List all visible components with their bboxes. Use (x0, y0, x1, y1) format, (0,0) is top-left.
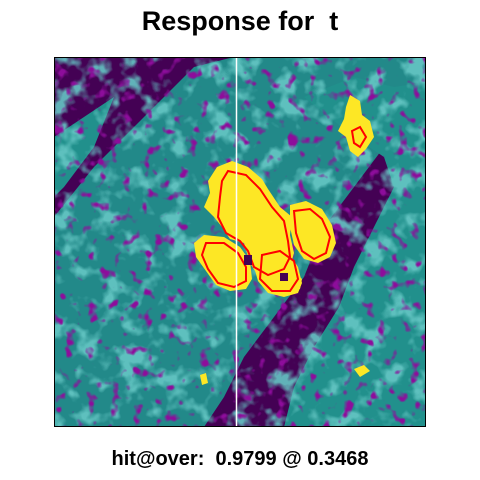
plot-frame (54, 57, 426, 427)
blob-holes (244, 255, 288, 281)
chart-title: Response for t (141, 6, 339, 36)
high-contours (200, 125, 368, 292)
response-heatmap (54, 57, 426, 427)
hit-over-caption: hit@over: 0.9799 @ 0.3468 (111, 448, 369, 470)
